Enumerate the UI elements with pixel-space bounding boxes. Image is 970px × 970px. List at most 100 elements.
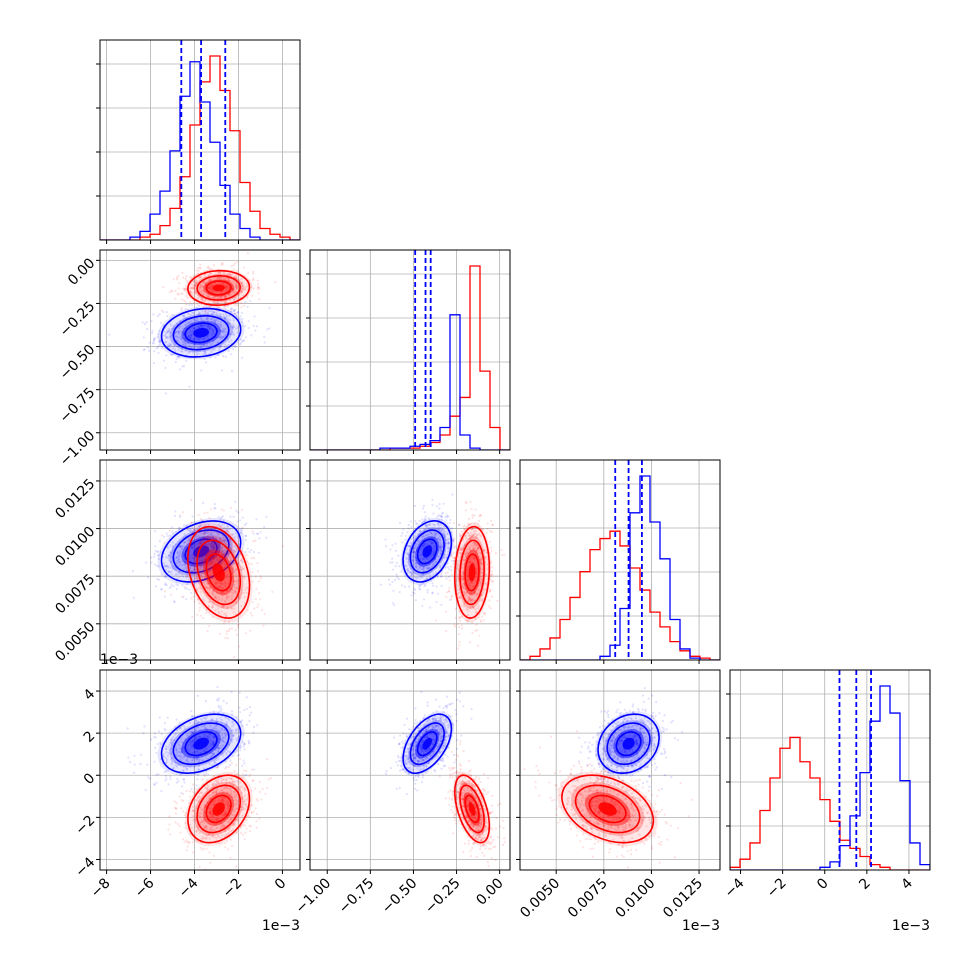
scatter-point [167,344,170,348]
scatter-point [218,332,222,335]
scatter-point [231,288,234,291]
scatter-point [172,327,175,330]
scatter-point [220,295,223,298]
scatter-point [171,548,174,552]
scatter-point [189,330,192,333]
scatter-point [195,577,198,580]
scatter-point [182,568,185,571]
scatter-point [249,299,252,303]
scatter-point [422,507,425,510]
scatter-point [174,297,177,300]
scatter-point [199,290,202,294]
scatter-point [183,315,186,318]
scatter-point [178,560,181,563]
scatter-point [196,346,200,350]
scatter-point [235,276,238,279]
scatter-point [246,305,249,308]
scatter-point [177,331,180,334]
scatter-point [226,304,229,307]
scatter-point [235,592,238,596]
scatter-point [252,725,256,729]
panel-plot-area [100,250,300,450]
scatter-point [214,322,217,325]
scatter-point [183,337,187,340]
scatter-point [182,563,185,566]
scatter-point [216,341,219,344]
scatter-point [182,276,185,279]
scatter-point [209,290,212,293]
scatter-point [235,274,238,277]
scatter-point [168,335,171,338]
scatter-point [240,278,243,281]
scatter-point [201,293,205,296]
scatter-point [230,307,233,311]
scatter-point [485,531,488,534]
scatter-point [225,629,228,632]
scatter-point [195,280,198,283]
scatter-point [235,509,238,512]
scatter-point [153,349,156,353]
scatter-point [232,291,235,294]
scatter-point [210,287,213,290]
scatter-point [251,530,254,533]
scatter-point [228,538,231,541]
scatter-point [227,317,230,321]
scatter-point [428,606,432,609]
scatter-point [201,575,204,579]
scatter-point [183,781,186,784]
scatter-point [391,568,395,571]
scatter-point [250,334,253,337]
scatter-point [224,295,227,298]
scatter-point [208,327,211,331]
scatter-point [207,278,211,282]
scatter-point [181,584,184,587]
scatter-point [199,524,202,528]
scatter-point [410,525,413,529]
scatter-point [145,321,148,324]
scatter-point [189,529,192,532]
scatter-point [200,345,204,348]
scatter-point [213,332,216,336]
scatter-point [227,294,230,297]
scatter-point [240,568,243,572]
scatter-point [260,577,263,580]
scatter-point [234,291,237,294]
scatter-point [233,309,236,313]
scatter-point [185,587,189,590]
scatter-point [151,329,154,332]
scatter-point [263,525,266,529]
scatter-point [188,557,191,561]
scatter-point [240,290,243,293]
scatter-point [209,508,212,511]
scatter-point [401,541,404,544]
scatter-point [168,586,171,590]
scatter-point [157,351,160,354]
scatter-point [209,278,213,282]
scatter-point [199,574,203,577]
scatter-point [183,545,186,548]
scatter-point [221,300,224,303]
scatter-point [184,341,187,344]
scatter-point [143,322,147,326]
scatter-point [189,333,193,337]
scatter-point [207,523,210,527]
scatter-point [209,278,213,282]
scatter-point [396,576,399,579]
scatter-point [251,614,254,617]
scatter-point [263,612,266,616]
scatter-point [212,331,215,334]
scatter-point [224,355,227,358]
scatter-point [179,319,182,323]
scatter-point [217,272,220,275]
scatter-point [207,286,210,289]
scatter-point [166,315,169,318]
scatter-point [200,319,203,322]
scatter-point [182,317,186,320]
scatter-point [187,335,190,338]
scatter-point [260,608,264,611]
scatter-point [228,286,231,290]
scatter-point [206,266,210,269]
scatter-point [213,348,216,351]
scatter-point [198,338,201,341]
scatter-point [184,300,187,303]
